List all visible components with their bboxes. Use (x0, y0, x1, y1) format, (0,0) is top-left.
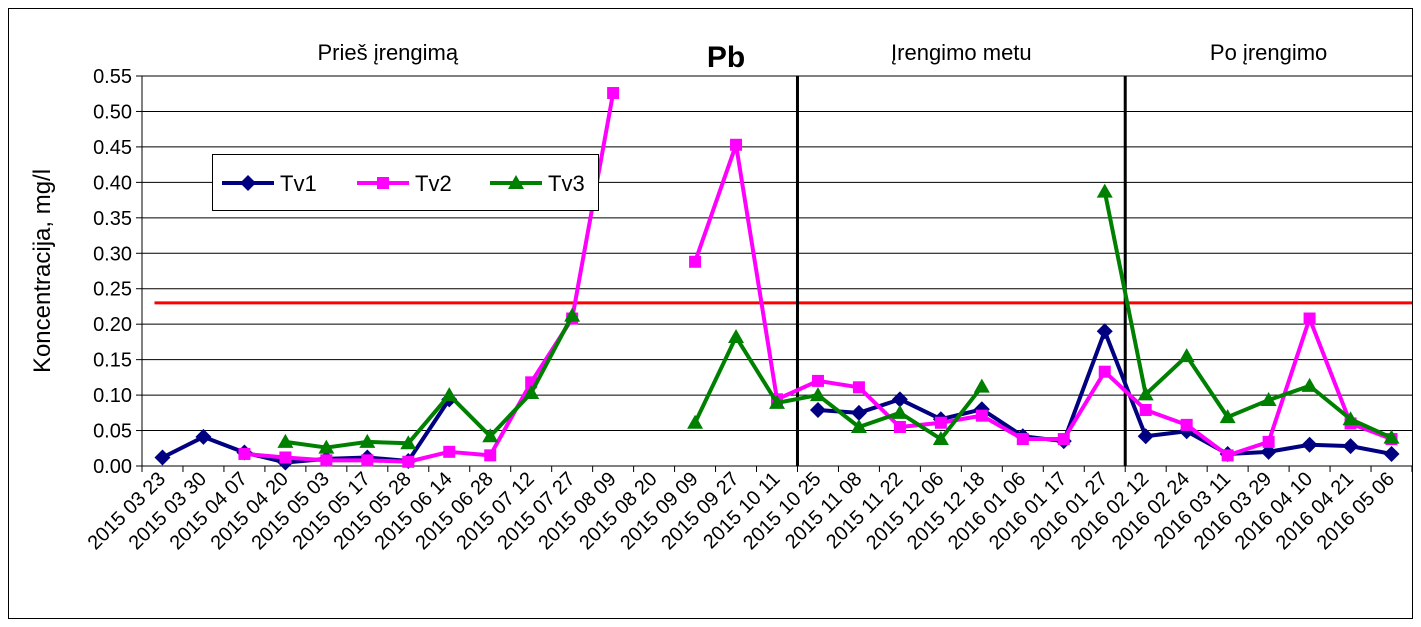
data-point-tv2 (975, 409, 988, 422)
y-tick-label: 0.50 (93, 101, 132, 123)
data-point-tv1 (1137, 428, 1154, 445)
data-point-tv1 (1383, 445, 1400, 462)
series-line-tv2 (693, 142, 1393, 458)
series-group (154, 87, 1400, 471)
y-tick-label: 0.30 (93, 243, 132, 265)
data-point-tv2 (1180, 418, 1193, 431)
data-point-tv1 (1342, 438, 1359, 455)
series-tv2 (238, 87, 1398, 468)
data-point-tv3 (687, 414, 704, 429)
data-point-tv3 (932, 431, 949, 446)
period-label: Po įrengimo (1210, 40, 1327, 65)
legend-marker-tv1 (240, 175, 256, 191)
data-point-tv2 (607, 87, 620, 100)
y-tick-label: 0.00 (93, 456, 132, 478)
data-point-tv3 (359, 433, 376, 448)
legend-marker-tv2 (377, 177, 389, 189)
y-tick-label: 0.45 (93, 137, 132, 159)
data-point-tv3 (769, 394, 785, 409)
labels-group: Pb Koncentracija, mg/l Prieš įrengimą Įre… (29, 40, 1327, 373)
legend-marker-tv3 (508, 175, 524, 189)
y-tick-label: 0.40 (93, 172, 132, 194)
data-point-tv2 (1057, 433, 1070, 446)
data-point-tv3 (1383, 429, 1400, 444)
legend-label-tv2: Tv2 (415, 171, 452, 196)
data-point-tv2 (402, 455, 415, 468)
y-tick-label: 0.15 (93, 350, 132, 372)
data-point-tv1 (891, 391, 908, 408)
data-point-tv1 (154, 449, 171, 466)
legend-label-tv1: Tv1 (280, 171, 317, 196)
data-point-tv2 (361, 454, 374, 467)
data-point-tv3 (1301, 377, 1318, 392)
data-point-tv2 (1221, 449, 1234, 462)
y-tick-label: 0.20 (93, 314, 132, 336)
data-point-tv3 (1178, 348, 1195, 363)
series-line-tv3 (693, 334, 984, 442)
data-point-tv1 (1301, 436, 1318, 453)
grid (142, 75, 1412, 432)
y-axis-label: Koncentracija, mg/l (29, 169, 56, 373)
data-point-tv3 (1260, 392, 1277, 407)
data-point-tv3 (441, 387, 458, 402)
data-point-tv2 (1098, 365, 1111, 378)
data-point-tv3 (482, 428, 499, 443)
chart-frame (8, 8, 1413, 619)
series-line-tv3 (285, 314, 574, 450)
data-point-tv2 (1139, 403, 1152, 416)
data-point-tv1 (809, 401, 826, 418)
data-point-tv1 (850, 404, 867, 421)
data-point-tv3 (850, 419, 867, 433)
period-label: Prieš įrengimą (318, 40, 459, 65)
data-point-tv3 (400, 435, 417, 450)
data-point-tv2 (484, 449, 497, 462)
data-point-tv3 (1137, 386, 1154, 401)
data-point-tv1 (1096, 323, 1113, 340)
data-point-tv3 (523, 384, 540, 399)
data-point-tv3 (1219, 409, 1236, 424)
data-point-tv3 (891, 404, 908, 419)
data-point-tv3 (277, 433, 294, 448)
data-point-tv3 (1342, 411, 1359, 426)
y-tick-label: 0.05 (93, 421, 132, 443)
data-point-tv2 (279, 451, 292, 464)
data-point-tv3 (318, 439, 335, 454)
data-point-tv2 (1303, 312, 1316, 325)
y-tick-label: 0.10 (93, 385, 132, 407)
data-point-tv2 (893, 421, 906, 433)
data-point-tv2 (1016, 433, 1029, 446)
series-tv3 (277, 183, 1400, 454)
y-tick-label: 0.55 (93, 66, 132, 88)
data-point-tv3 (973, 378, 990, 393)
data-point-tv2 (689, 255, 702, 268)
data-point-tv3 (564, 307, 581, 322)
data-point-tv3 (809, 387, 826, 402)
y-tick-label: 0.35 (93, 208, 132, 230)
data-point-tv2 (443, 445, 456, 458)
y-tick-label: 0.25 (93, 279, 132, 301)
series-line-tv3 (1102, 191, 1393, 440)
legend: Tv1 Tv2 Tv3 (212, 154, 599, 211)
data-point-tv3 (1096, 183, 1113, 198)
data-point-tv2 (730, 138, 743, 151)
data-point-tv1 (195, 428, 212, 445)
data-point-tv2 (934, 416, 947, 429)
data-point-tv2 (238, 447, 251, 460)
data-point-tv2 (811, 374, 824, 387)
legend-label-tv3: Tv3 (548, 171, 585, 196)
data-point-tv3 (728, 328, 745, 343)
data-point-tv2 (320, 454, 333, 467)
period-label: Įrengimo metu (891, 40, 1032, 65)
chart-title: Pb (707, 41, 745, 74)
data-point-tv2 (1262, 435, 1275, 448)
data-point-tv2 (852, 381, 865, 394)
